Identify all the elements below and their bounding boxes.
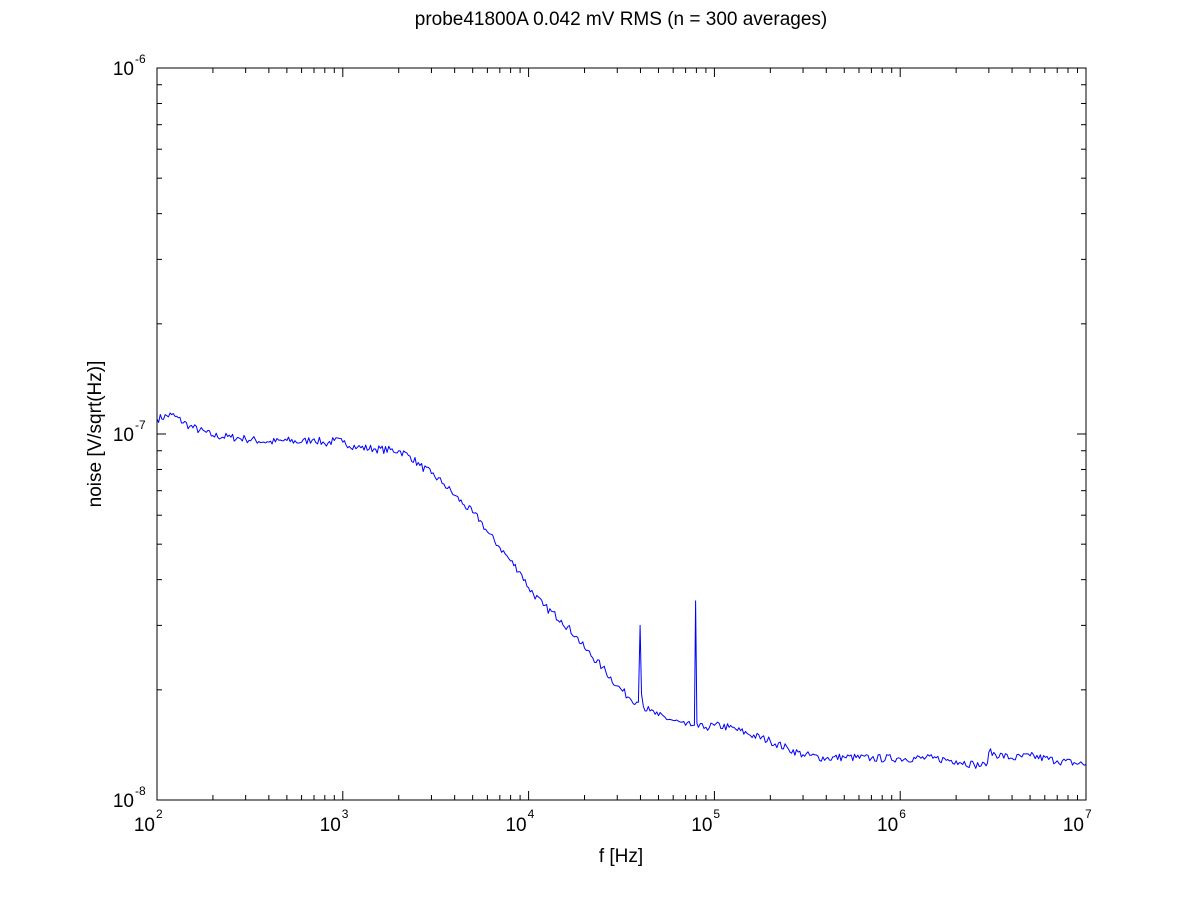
x-tick-label-base: 10 xyxy=(691,815,712,836)
plot-background xyxy=(157,68,1086,800)
y-tick-label-base: 10 xyxy=(113,791,134,812)
x-tick-label-base: 10 xyxy=(134,815,155,836)
y-tick-label-base: 10 xyxy=(113,59,134,80)
x-axis-label: f [Hz] xyxy=(599,846,643,867)
x-tick-label-exponent: 4 xyxy=(528,807,535,821)
minor-ticks xyxy=(157,68,1086,800)
chart-title: probe41800A 0.042 mV RMS (n = 300 averag… xyxy=(415,9,827,30)
y-tick-label-exponent: -8 xyxy=(135,784,146,798)
y-axis-label: noise [V/sqrt(Hz)] xyxy=(85,361,106,508)
y-tick-labels: 10-810-710-6 xyxy=(113,52,146,812)
x-tick-label-exponent: 7 xyxy=(1085,807,1092,821)
x-tick-label-base: 10 xyxy=(505,815,526,836)
plot-frame xyxy=(156,67,1087,801)
y-tick-label-exponent: -6 xyxy=(135,52,146,66)
x-tick-label-exponent: 2 xyxy=(156,807,163,821)
x-tick-label-base: 10 xyxy=(320,815,341,836)
x-tick-label-exponent: 6 xyxy=(899,807,906,821)
x-tick-label-base: 10 xyxy=(1063,815,1084,836)
x-tick-label-base: 10 xyxy=(877,815,898,836)
x-tick-label-exponent: 3 xyxy=(342,807,349,821)
noise-series-line xyxy=(156,412,1087,769)
y-tick-label-base: 10 xyxy=(113,425,134,446)
x-tick-label-exponent: 5 xyxy=(713,807,720,821)
y-tick-label-exponent: -7 xyxy=(135,418,146,432)
